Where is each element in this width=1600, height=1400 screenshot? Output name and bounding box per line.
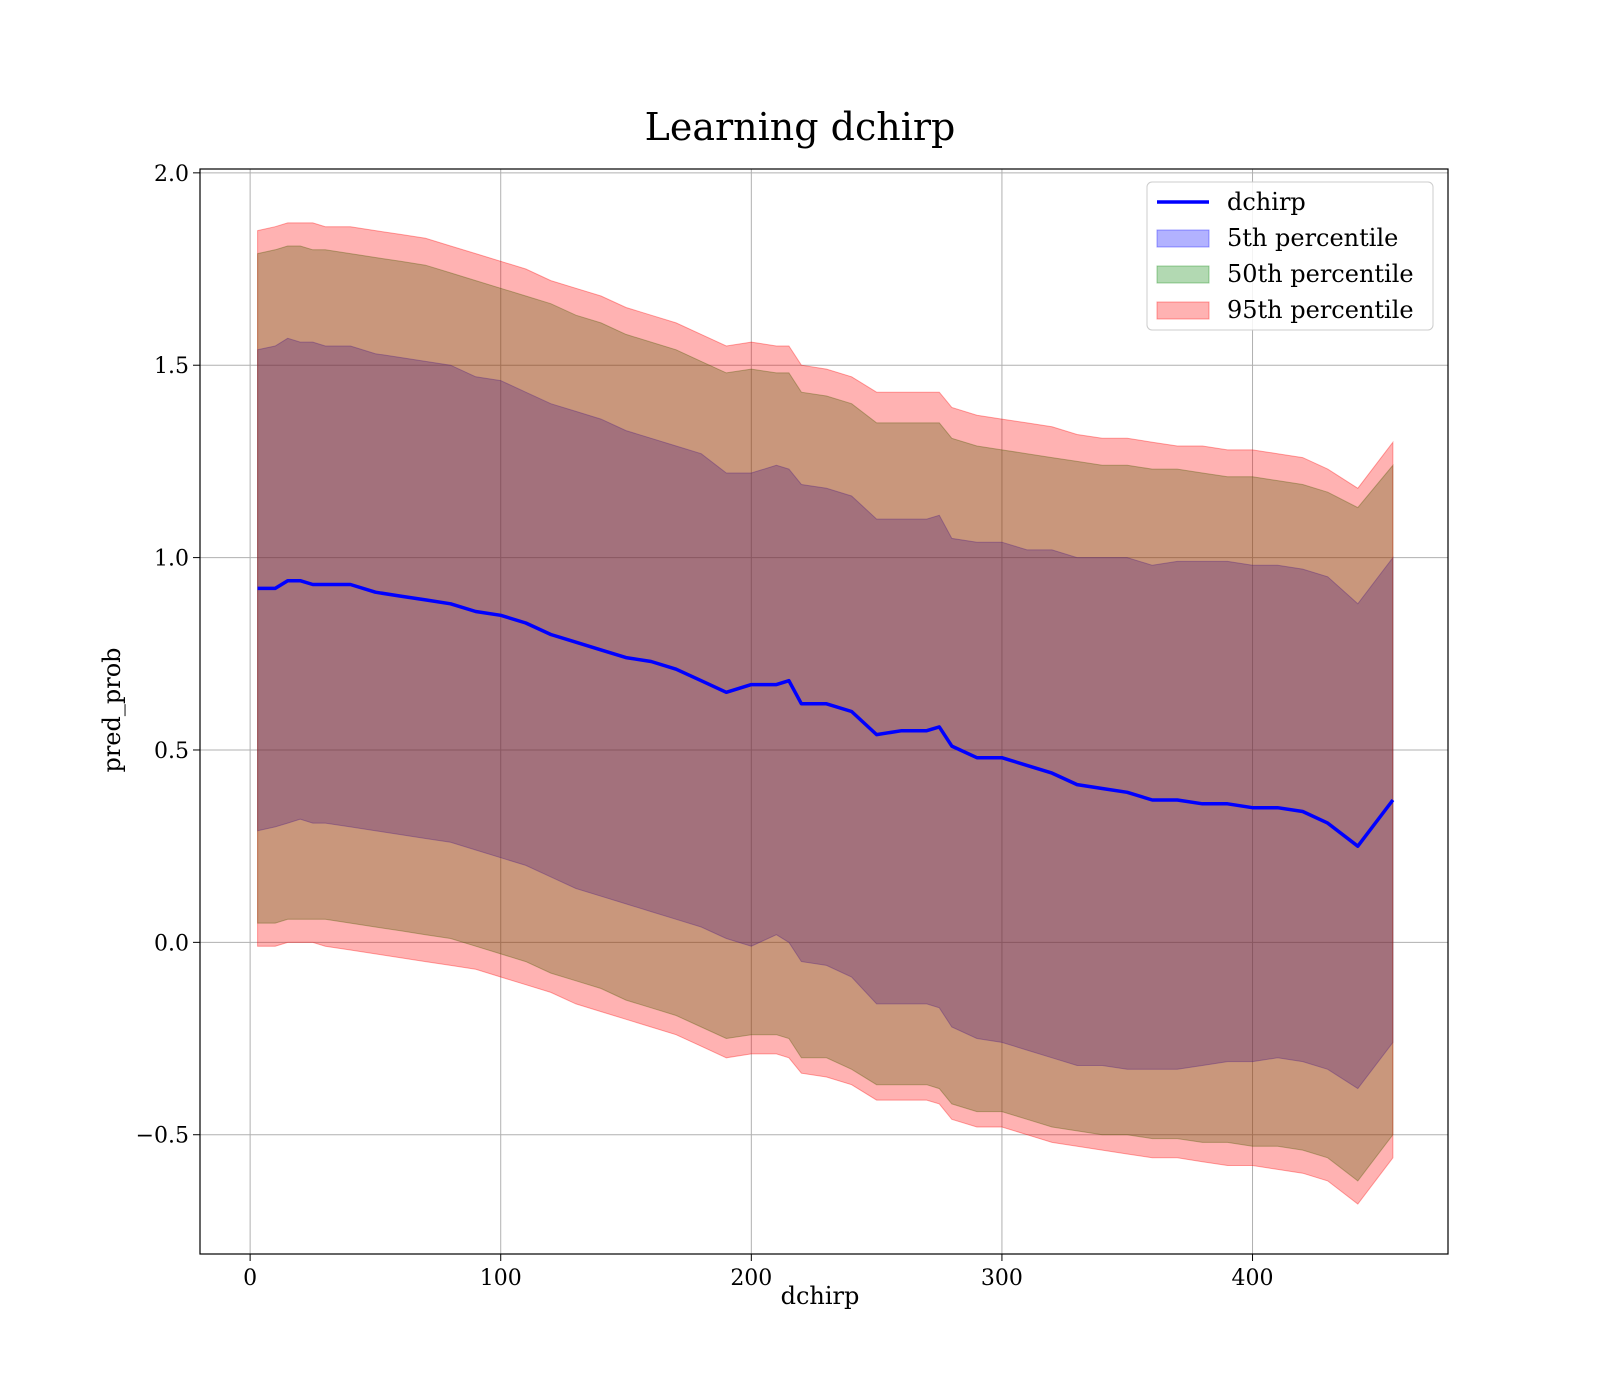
line-dchirp: [257, 578, 1395, 848]
x-axis-ticks: 0 100 200 300 400: [243, 1254, 1274, 1291]
grid: [200, 169, 1448, 1254]
percentile-bands: [257, 222, 1394, 1205]
legend-swatch-patch: [1156, 229, 1210, 248]
y-tick-label: 0.5: [154, 739, 189, 764]
band-50th-percentile: [257, 245, 1394, 1182]
legend: dchirp 5th percentile 50th percentile 95th …: [1146, 181, 1434, 331]
x-axis-label: dchirp: [781, 1282, 860, 1310]
y-tick-label: −0.5: [136, 1124, 189, 1149]
band-95th-percentile: [257, 222, 1394, 1205]
y-axis-ticks: −0.5 0.0 0.5 1.0 1.5 2.0: [136, 162, 200, 1149]
x-tick-label: 400: [1232, 1266, 1274, 1291]
band-5th-percentile: [257, 337, 1394, 1090]
series-lines: [257, 578, 1395, 848]
chart-title: Learning dchirp: [645, 105, 956, 149]
x-tick-label: 200: [730, 1266, 772, 1291]
legend-swatch-patch: [1156, 301, 1210, 320]
legend-label: dchirp: [1227, 188, 1306, 216]
legend-label: 50th percentile: [1227, 260, 1414, 288]
y-tick-label: 1.5: [154, 354, 189, 379]
legend-swatch-patch: [1156, 265, 1210, 284]
plot-frame: [199, 168, 1449, 1255]
x-tick-label: 100: [480, 1266, 522, 1291]
legend-box: [1146, 181, 1434, 331]
y-axis-label: pred_prob: [98, 647, 126, 772]
legend-label: 95th percentile: [1227, 296, 1414, 324]
x-tick-label: 300: [981, 1266, 1023, 1291]
legend-label: 5th percentile: [1227, 224, 1398, 252]
y-tick-label: 0.0: [154, 931, 189, 956]
y-tick-label: 2.0: [154, 162, 189, 187]
y-tick-label: 1.0: [154, 547, 189, 572]
x-tick-label: 0: [243, 1266, 257, 1291]
